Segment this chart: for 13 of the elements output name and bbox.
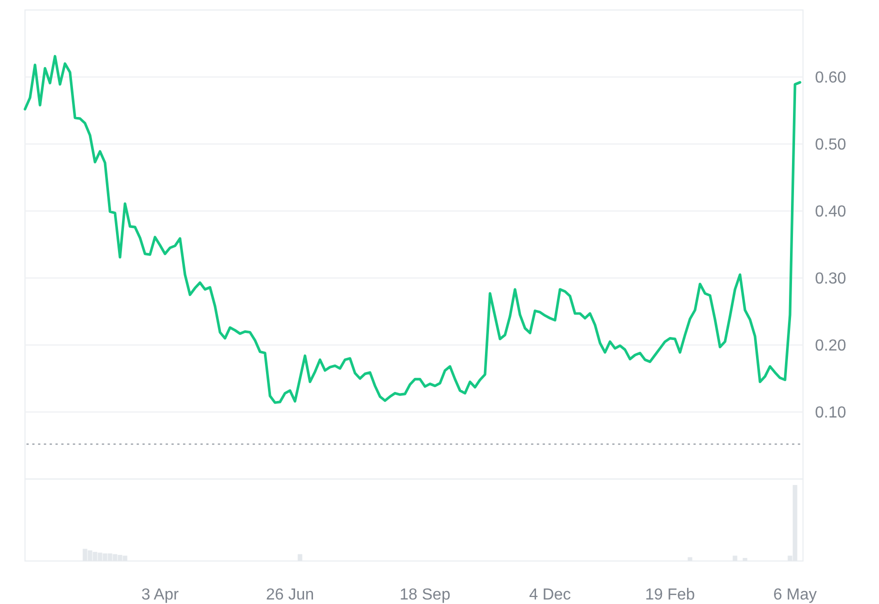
y-tick-label: 0.10 — [815, 404, 846, 422]
x-tick-label: 26 Jun — [266, 586, 314, 604]
y-tick-label: 0.40 — [815, 204, 846, 221]
x-tick-label: 18 Sep — [400, 586, 450, 604]
y-tick-label: 0.60 — [815, 70, 846, 87]
x-tick-label: 19 Feb — [645, 586, 696, 604]
line-series — [24, 54, 802, 404]
x-tick-label: 4 Dec — [529, 586, 571, 604]
x-tick-label: 3 Apr — [141, 586, 180, 604]
y-tick-label: 0.50 — [815, 136, 846, 154]
y-tick-label: 0.20 — [815, 338, 846, 355]
y-tick-label: 0.30 — [815, 270, 846, 288]
x-tick-label: 6 May — [773, 586, 817, 604]
